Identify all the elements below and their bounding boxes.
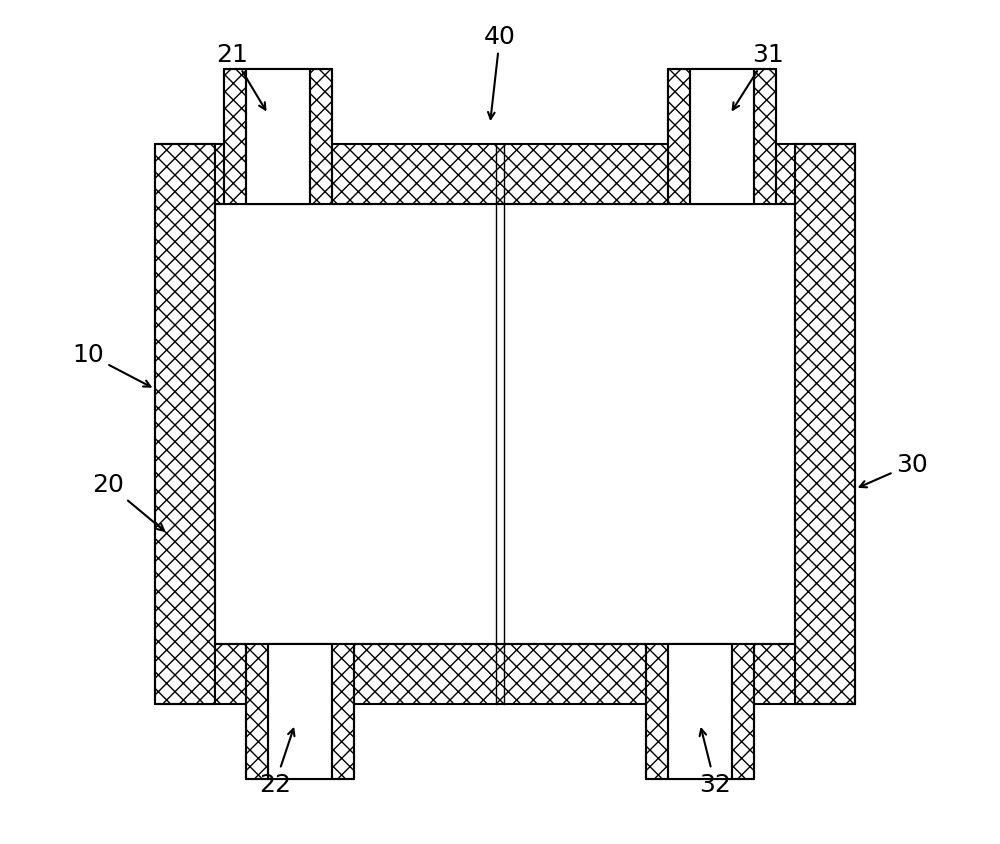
Bar (246, 70, 310, 205)
Text: 10: 10 (72, 343, 150, 387)
Bar (668, 644, 732, 779)
Bar (246, 644, 354, 779)
Text: 31: 31 (733, 43, 784, 111)
Bar (268, 644, 332, 779)
Text: 22: 22 (259, 729, 294, 796)
Bar (646, 644, 754, 779)
Bar (690, 70, 754, 205)
Bar (224, 70, 332, 205)
Text: 32: 32 (699, 729, 731, 796)
Bar (215, 205, 795, 644)
Bar (215, 644, 795, 704)
Text: 21: 21 (216, 43, 265, 111)
Bar (668, 70, 776, 205)
Bar (155, 145, 215, 704)
Text: 30: 30 (860, 452, 928, 488)
Bar (215, 145, 795, 205)
Text: 20: 20 (92, 473, 164, 531)
Text: 40: 40 (484, 25, 516, 120)
Bar (795, 145, 855, 704)
